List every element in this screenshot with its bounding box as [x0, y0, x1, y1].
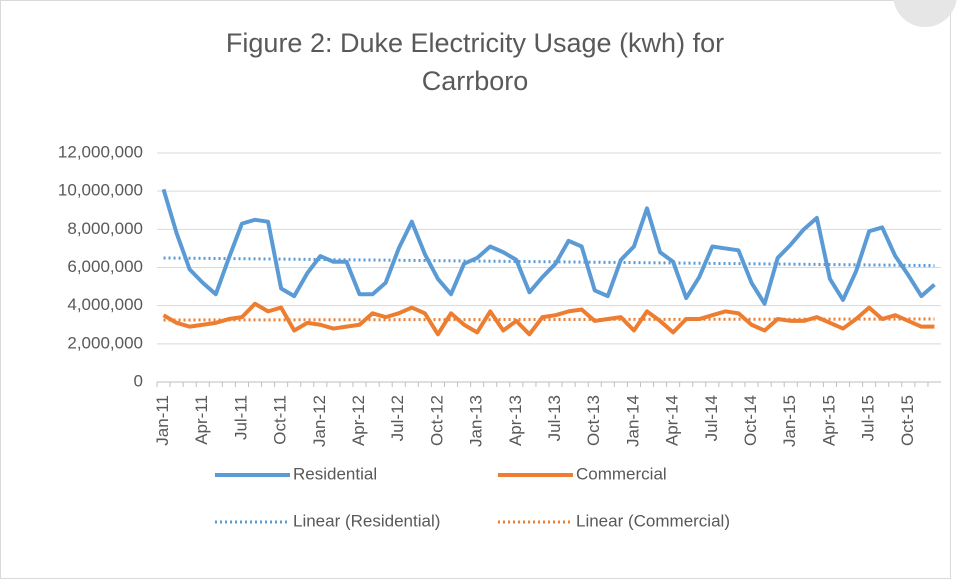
x-tick-label: Apr-12: [349, 395, 368, 446]
y-tick-label: 12,000,000: [58, 142, 143, 161]
x-tick-label: Apr-13: [506, 395, 525, 446]
chart-title: Figure 2: Duke Electricity Usage (kwh) f…: [225, 28, 725, 96]
x-tick-label: Oct-12: [427, 395, 446, 446]
x-tick-label: Oct-13: [584, 395, 603, 446]
y-tick-label: 0: [134, 371, 143, 390]
x-tick-label: Jul-14: [702, 395, 721, 441]
y-tick-label: 10,000,000: [58, 181, 143, 200]
trendline: [163, 317, 935, 322]
x-tick-label: Jan-15: [780, 395, 799, 447]
y-tick-label: 8,000,000: [67, 219, 143, 238]
x-tick-label: Jul-13: [545, 395, 564, 441]
x-tick-label: Jul-12: [388, 395, 407, 441]
x-tick-label: Jan-13: [467, 395, 486, 447]
x-tick-label: Jan-11: [153, 395, 172, 446]
x-tick-label: Oct-11: [271, 395, 290, 445]
x-tick-label: Apr-14: [663, 395, 682, 446]
y-tick-label: 2,000,000: [67, 333, 143, 352]
legend-label: Linear (Commercial): [576, 511, 730, 530]
series-line: [162, 301, 935, 337]
x-tick-label: Jul-15: [859, 395, 878, 441]
legend-label: Commercial: [576, 464, 667, 483]
x-tick-label: Jan-12: [310, 395, 329, 447]
series-line: [161, 188, 936, 306]
x-tick-label: Apr-11: [192, 395, 211, 445]
y-tick-label: 6,000,000: [67, 257, 143, 276]
trendline: [163, 256, 935, 268]
x-tick-label: Apr-15: [819, 395, 838, 446]
legend-label: Linear (Residential): [293, 511, 440, 530]
x-tick-label: Jul-11: [231, 395, 250, 440]
legend-label: Residential: [293, 464, 377, 483]
y-tick-label: 4,000,000: [67, 295, 143, 314]
x-tick-label: Jan-14: [623, 395, 642, 447]
x-tick-label: Oct-15: [898, 395, 917, 446]
corner-handle: [893, 0, 957, 27]
x-tick-label: Oct-14: [741, 395, 760, 446]
